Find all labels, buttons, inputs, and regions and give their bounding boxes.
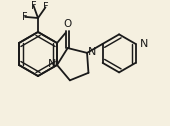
Text: N: N bbox=[48, 59, 56, 69]
Text: O: O bbox=[64, 19, 72, 29]
Text: F: F bbox=[43, 2, 48, 12]
Text: N: N bbox=[140, 39, 148, 49]
Text: F: F bbox=[31, 1, 36, 11]
Text: F: F bbox=[22, 12, 28, 22]
Text: N: N bbox=[88, 47, 96, 57]
